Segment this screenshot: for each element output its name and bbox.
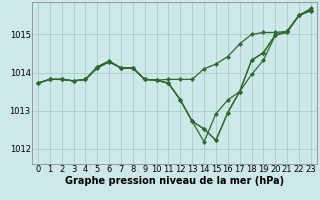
X-axis label: Graphe pression niveau de la mer (hPa): Graphe pression niveau de la mer (hPa) <box>65 176 284 186</box>
